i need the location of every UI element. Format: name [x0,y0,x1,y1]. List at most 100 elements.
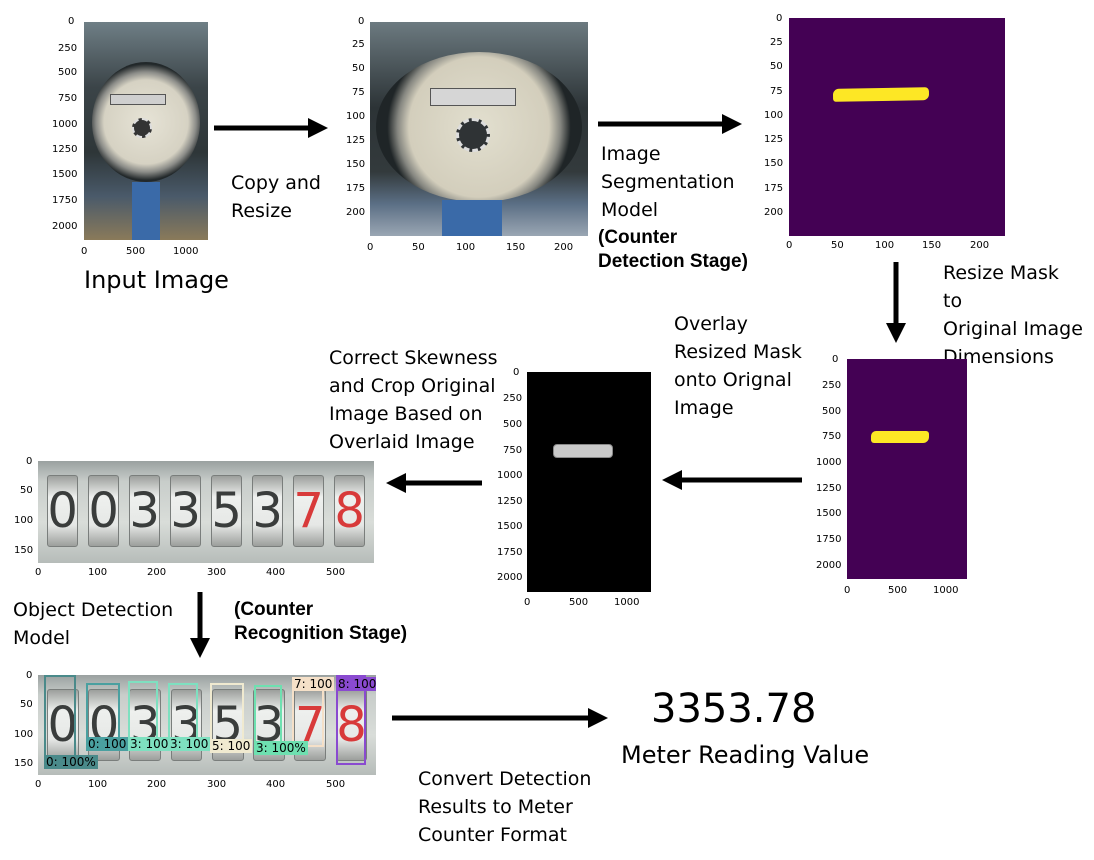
crop-digit-window: 8 [333,475,366,547]
crop-digit-window: 3 [169,475,202,547]
crop-digit-window: 5 [210,475,243,547]
detection-label: 3: 100% [254,741,308,755]
input-ytick: 250 [58,43,78,54]
input-xtick: 1000 [173,246,199,257]
mask-small-xtick: 0 [786,240,793,251]
input-xtick: 500 [126,246,146,257]
crop-ytick: 100 [14,515,34,526]
mask-large-ytick: 2000 [816,560,842,571]
crop-digit: 0 [88,483,119,539]
input-ytick: 500 [58,67,78,78]
crop-digit: 3 [170,483,201,539]
overlay-xtick: 0 [524,597,531,608]
resized-ytick: 150 [346,159,366,170]
detection-label: 5: 100 [210,739,253,753]
resized-ytick: 75 [352,87,365,98]
step-segmentation: Image Segmentation Model [601,143,735,221]
overlay-ytick: 500 [503,419,523,430]
mask-small-ytick: 150 [764,158,784,169]
mask-small-ytick: 0 [776,13,783,24]
resized-ytick: 100 [346,111,366,122]
detection-xtick: 100 [88,779,108,790]
mask-large-ytick: 0 [832,354,839,365]
step-counter-recognition: (Counter Recognition Stage) [234,599,408,644]
overlay-ytick: 1000 [497,470,523,481]
detection-xtick: 0 [35,779,42,790]
crop-digit-window: 0 [46,475,79,547]
detection-xtick: 500 [326,779,346,790]
crop-xtick: 400 [266,567,286,578]
detection-ytick: 50 [20,699,33,710]
detection-box [254,685,282,747]
input-ytick: 1500 [52,169,78,180]
detection-digit: 0 [47,697,79,753]
crop-xtick: 100 [88,567,108,578]
mask-small-ytick: 125 [764,134,784,145]
overlay-ytick: 0 [513,367,520,378]
crop-digit: 3 [252,483,283,539]
resized-xtick: 50 [412,242,425,253]
mask-large-xtick: 1000 [933,585,959,596]
overlay-ytick: 250 [503,393,523,404]
mask-large-ytick: 750 [822,431,842,442]
mask-small-xtick: 200 [970,240,990,251]
crop-digit-window: 0 [87,475,120,547]
detection-ytick: 150 [14,758,34,769]
detection-label: 7: 100 [292,677,335,691]
mask-small-ytick: 75 [770,86,783,97]
crop-digit-window: 7 [292,475,325,547]
resized-xtick: 100 [456,242,476,253]
detection-label: 3: 100 [128,737,171,751]
detection-box [210,683,244,745]
resized-ytick: 200 [346,207,366,218]
mask-small-ytick: 100 [764,110,784,121]
mask-large-ytick: 1500 [816,508,842,519]
overlay-xtick: 1000 [614,597,640,608]
crop-digit-window: 3 [128,475,161,547]
detection-box [336,675,366,765]
mask-small-xtick: 150 [922,240,942,251]
overlay-ytick: 1750 [497,547,523,558]
detection-ytick: 100 [14,729,34,740]
input-xtick: 0 [81,246,88,257]
crop-xtick: 500 [326,567,346,578]
resized-xtick: 150 [506,242,526,253]
detection-ytick: 0 [26,670,33,681]
input-ytick: 1250 [52,144,78,155]
meter-reading-value: 3353.78 [651,686,817,732]
overlay-ytick: 1500 [497,521,523,532]
mask-large-xtick: 500 [888,585,908,596]
mask-large-ytick: 500 [822,406,842,417]
resized-xtick: 200 [554,242,574,253]
overlay-ytick: 2000 [497,572,523,583]
step-overlay: Overlay Resized Mask onto Orignal Image [674,313,802,419]
detection-digit: 8 [336,697,367,753]
input-ytick: 1750 [52,195,78,206]
detection-label: 0: 100% [44,755,98,769]
crop-digit: 3 [129,483,160,539]
resized-ytick: 25 [352,39,365,50]
crop-digit: 0 [47,483,78,539]
step-convert: Convert Detection Results to Meter Count… [418,768,592,846]
input-ytick: 0 [68,16,75,27]
mask-small-image [789,18,1005,236]
mask-large-image [847,359,967,579]
detection-box [128,681,158,743]
resized-ytick: 0 [358,16,365,27]
crop-ytick: 0 [26,456,33,467]
mask-small-ytick: 50 [770,61,783,72]
input-ytick: 2000 [52,221,78,232]
resized-image [370,22,588,236]
mask-large-ytick: 1250 [816,483,842,494]
mask-small-ytick: 175 [764,183,784,194]
step-counter-detection: (Counter Detection Stage) [598,227,748,272]
mask-small-xtick: 50 [831,240,844,251]
detection-label: 0: 100 [86,737,129,751]
step-correct-skew: Correct Skewness and Crop Original Image… [329,347,498,453]
step-copy-resize: Copy and Resize [231,172,321,222]
detection-label: 3: 100 [168,737,211,751]
mask-large-ytick: 1000 [816,457,842,468]
